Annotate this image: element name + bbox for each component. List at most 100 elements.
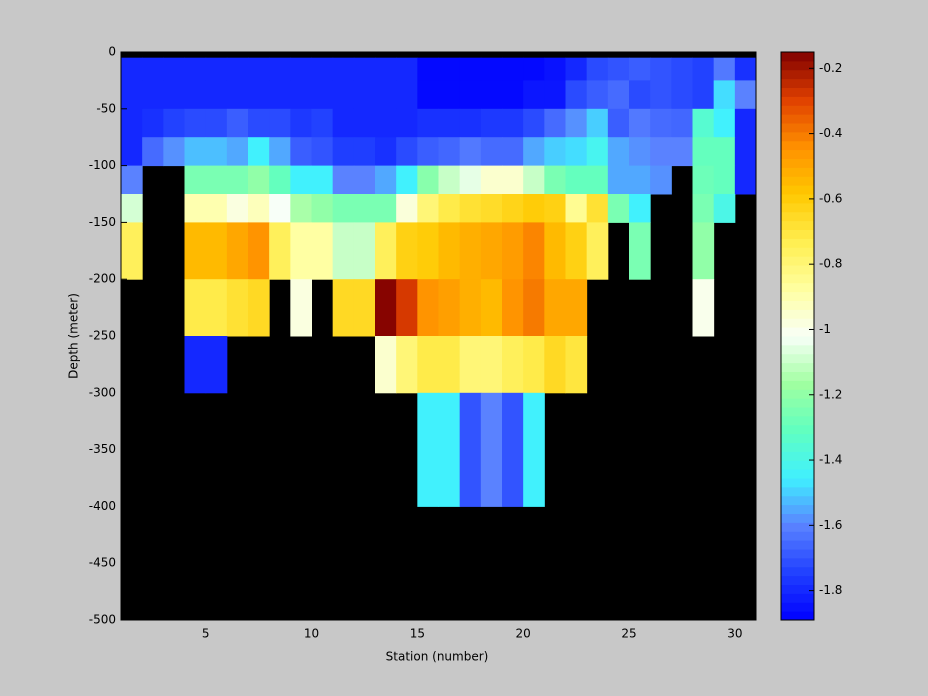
colorbar-swatch (781, 478, 814, 488)
heatmap-cell (396, 194, 418, 223)
heatmap-cell (459, 392, 482, 507)
heatmap-cell (502, 279, 524, 337)
heatmap-cell (311, 194, 334, 223)
colorbar-swatch (781, 602, 814, 612)
heatmap-cell (311, 222, 334, 280)
heatmap-cell (734, 57, 757, 81)
heatmap-cell (121, 165, 143, 195)
heatmap-cell (184, 80, 207, 110)
heatmap-cell (353, 57, 376, 81)
heatmap-cell (248, 137, 270, 167)
colorbar-swatch (781, 211, 814, 222)
colorbar-swatch (781, 327, 814, 337)
heatmap-cell (650, 57, 672, 81)
heatmap-cell (184, 336, 207, 394)
heatmap-cell (184, 194, 207, 223)
heatmap-cell (523, 279, 545, 337)
heatmap-cell (459, 336, 482, 394)
colorbar-swatch (781, 131, 814, 142)
heatmap-cell (375, 57, 397, 81)
heatmap-cell (269, 137, 291, 167)
heatmap-cell (629, 194, 651, 223)
heatmap-cell (650, 80, 672, 110)
heatmap-cell (205, 222, 228, 280)
colorbar-swatch (781, 52, 814, 62)
heatmap-cell (438, 137, 461, 167)
x-tick-label: 20 (516, 627, 531, 641)
heatmap-cell (290, 222, 312, 280)
colorbar-swatch (781, 380, 814, 390)
heatmap-cell (713, 80, 736, 110)
y-tick-label: -200 (89, 272, 116, 286)
colorbar-swatch (781, 247, 814, 257)
heatmap-cell (142, 137, 164, 167)
heatmap-cell (480, 194, 503, 223)
heatmap-cell (332, 57, 355, 81)
heatmap-cell (544, 80, 566, 110)
colorbar-tick-label: -1.4 (819, 453, 842, 467)
heatmap-cell (184, 222, 207, 280)
heatmap-cell (734, 165, 757, 195)
colorbar-tick-label: -0.8 (819, 257, 842, 271)
heatmap-cell (692, 108, 715, 138)
colorbar-swatch (781, 309, 814, 319)
colorbar-swatch (781, 398, 814, 408)
heatmap-cell (121, 80, 143, 110)
heatmap-cell (226, 137, 249, 167)
colorbar-swatch (781, 584, 814, 594)
heatmap-cell (523, 392, 545, 507)
heatmap-cell (607, 165, 630, 195)
heatmap-cell (713, 108, 736, 138)
heatmap-cell (375, 165, 397, 195)
colorbar-swatch (781, 256, 814, 266)
heatmap-cell (396, 336, 418, 394)
heatmap-cell (671, 80, 693, 110)
heatmap-cell (692, 279, 715, 337)
colorbar-swatch (781, 344, 814, 355)
colorbar-swatch (781, 87, 814, 97)
heatmap-cell (523, 165, 545, 195)
heatmap-cell (248, 222, 270, 280)
heatmap-cell (523, 80, 545, 110)
colorbar-swatch (781, 495, 814, 506)
heatmap-cell (396, 222, 418, 280)
heatmap-cell (692, 222, 715, 280)
heatmap-cell (565, 57, 588, 81)
heatmap-cell (692, 194, 715, 223)
colorbar-swatch (781, 140, 814, 151)
heatmap-cell (248, 57, 270, 81)
heatmap-cell (523, 108, 545, 138)
heatmap-cell (290, 80, 312, 110)
heatmap-cell (480, 57, 503, 81)
colorbar-swatch (781, 78, 814, 88)
heatmap-cell (565, 194, 588, 223)
heatmap-cell (353, 279, 376, 337)
heatmap-cell (417, 279, 439, 337)
heatmap-cell (459, 57, 482, 81)
heatmap-cell (692, 80, 715, 110)
heatmap-cell (607, 137, 630, 167)
colorbar-swatch (781, 69, 814, 80)
heatmap-cell (396, 80, 418, 110)
heatmap-cell (121, 222, 143, 280)
heatmap-cell (332, 222, 355, 280)
colorbar-swatch (781, 389, 814, 399)
heatmap-cell (353, 137, 376, 167)
heatmap-cell (459, 222, 482, 280)
heatmap-cell (607, 194, 630, 223)
colorbar-swatch (781, 415, 814, 426)
heatmap-cell (523, 57, 545, 81)
heatmap-cell (163, 57, 185, 81)
heatmap-cell (586, 165, 609, 195)
heatmap-cell (248, 279, 270, 337)
colorbar-swatch (781, 114, 814, 124)
heatmap-cell (459, 165, 482, 195)
colorbar-swatch (781, 504, 814, 514)
colorbar-swatch (781, 442, 814, 452)
heatmap-cell (502, 57, 524, 81)
plot-frame (120, 51, 757, 621)
heatmap-cell (311, 108, 334, 138)
heatmap-cell (544, 108, 566, 138)
heatmap-cell (544, 57, 566, 81)
